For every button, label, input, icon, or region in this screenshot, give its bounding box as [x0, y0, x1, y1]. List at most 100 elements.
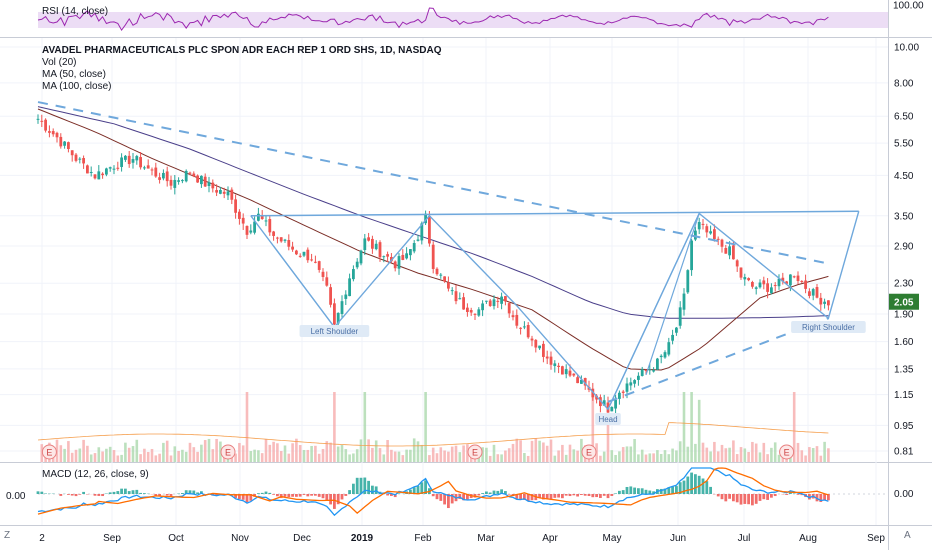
candle-body	[819, 298, 822, 305]
price-tick-label: 1.90	[894, 309, 914, 320]
macd-histogram-bar	[721, 494, 724, 499]
time-tick-label: Jun	[670, 533, 686, 544]
volume-bar	[816, 446, 819, 462]
candle-body	[804, 281, 807, 289]
volume-bar	[196, 452, 199, 462]
price-tick-label: 1.15	[894, 390, 914, 401]
volume-bar	[390, 450, 393, 462]
time-tick-label: Jul	[738, 533, 751, 544]
candle-body	[40, 121, 43, 122]
volume-bar	[698, 400, 701, 462]
volume-bar	[246, 392, 249, 462]
volume-bar	[512, 444, 515, 462]
candle-body	[101, 174, 104, 175]
candle-body	[610, 407, 613, 411]
volume-bar	[151, 449, 154, 462]
macd-histogram-bar	[622, 490, 625, 494]
candle-body	[713, 229, 716, 239]
candle-body	[664, 352, 667, 357]
candle-body	[797, 276, 800, 281]
volume-bar	[728, 448, 731, 462]
volume-bar	[398, 452, 401, 462]
candle-body	[109, 167, 112, 168]
volume-bar	[185, 452, 188, 462]
volume-bar	[546, 446, 549, 462]
candle-body	[743, 277, 746, 279]
corner-right-label[interactable]: A	[904, 530, 911, 542]
macd-histogram-bar	[257, 493, 260, 494]
macd-histogram-bar	[291, 494, 294, 497]
candle-body	[417, 240, 420, 241]
macd-histogram-bar	[67, 494, 70, 495]
macd-histogram-bar	[386, 494, 389, 495]
candle-body	[379, 242, 382, 257]
candle-body	[527, 325, 530, 337]
candle-body	[367, 237, 370, 240]
volume-bar	[459, 452, 462, 462]
macd-histogram-bar	[44, 493, 47, 494]
volume-bar	[360, 439, 363, 462]
volume-bar	[485, 448, 488, 462]
volume-bar	[664, 450, 667, 462]
volume-bar	[60, 445, 63, 462]
price-tick-label: 5.50	[894, 139, 914, 150]
volume-bar	[386, 440, 389, 462]
volume-bar	[295, 439, 298, 462]
candle-body	[721, 240, 724, 247]
volume-bar	[181, 450, 184, 462]
volume-bar	[679, 441, 682, 462]
volume-bar	[462, 445, 465, 462]
macd-histogram-bar	[762, 494, 765, 499]
candle-body	[512, 315, 515, 317]
macd-histogram-bar	[770, 494, 773, 498]
macd-histogram-bar	[641, 488, 644, 494]
candle-body	[755, 287, 758, 288]
candle-body	[63, 142, 66, 146]
candle-body	[299, 256, 302, 257]
volume-bar	[120, 455, 123, 462]
candle-body	[732, 245, 735, 259]
corner-left-label[interactable]: Z	[4, 530, 10, 542]
candle-body	[534, 340, 537, 348]
macd-histogram-bar	[341, 494, 344, 499]
legend-ma100: MA (100, close)	[42, 81, 442, 93]
candle-body	[192, 174, 195, 177]
head-label: Head	[598, 415, 617, 424]
time-tick-label: Nov	[231, 533, 249, 544]
candle-body	[702, 224, 705, 225]
candle-body	[751, 282, 754, 287]
macd-histogram-bar	[588, 494, 591, 496]
candle-body	[56, 133, 59, 137]
candle-body	[348, 278, 351, 296]
macd-histogram-bar	[443, 494, 446, 504]
volume-bar	[242, 445, 245, 462]
volume-bar	[155, 455, 158, 462]
candle-body	[59, 137, 62, 146]
candle-body	[493, 299, 496, 306]
volume-bar	[71, 453, 74, 462]
volume-bar	[573, 449, 576, 462]
candle-body	[219, 190, 222, 194]
time-tick-label: 2019	[351, 533, 374, 544]
candle-body	[265, 220, 268, 221]
price-tick-label: 10.00	[894, 43, 919, 54]
macd-histogram-bar	[132, 490, 135, 494]
macd-histogram-bar	[139, 493, 142, 494]
candle-body	[116, 168, 119, 169]
volume-bar	[702, 443, 705, 462]
candle-body	[401, 255, 404, 260]
macd-histogram-bar	[629, 486, 632, 494]
volume-bar	[740, 447, 743, 462]
last-price-label: 2.05	[894, 298, 914, 309]
candle-body	[143, 167, 146, 168]
volume-bar	[747, 452, 750, 462]
volume-bar	[333, 392, 336, 462]
volume-bar	[63, 449, 66, 462]
volume-bar	[497, 454, 500, 462]
candle-body	[572, 374, 575, 376]
time-tick-label: Apr	[542, 533, 558, 544]
candle-body	[618, 393, 621, 399]
volume-bar	[645, 455, 648, 462]
candle-body	[808, 291, 811, 296]
